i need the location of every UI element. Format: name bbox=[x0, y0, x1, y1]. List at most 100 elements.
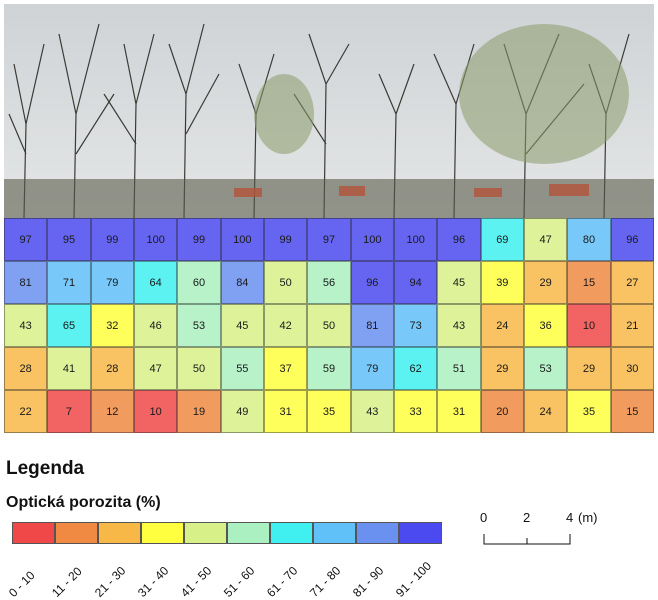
grid-cell: 27 bbox=[610, 261, 654, 304]
legend-subtitle: Optická porozita (%) bbox=[6, 494, 161, 511]
grid-cell: 43 bbox=[437, 304, 481, 347]
grid-cell: 32 bbox=[90, 304, 134, 347]
grid-cell: 100 bbox=[394, 218, 438, 261]
legend-swatch bbox=[399, 522, 442, 544]
scale-tick-0: 0 bbox=[480, 510, 488, 525]
grid-cell: 30 bbox=[610, 347, 654, 390]
grid-cell: 65 bbox=[47, 304, 91, 347]
grid-cell: 100 bbox=[134, 218, 178, 261]
grid-cell: 41 bbox=[47, 347, 91, 390]
legend-swatch bbox=[55, 522, 98, 544]
grid-cell: 46 bbox=[134, 304, 178, 347]
grid-cell: 59 bbox=[307, 347, 351, 390]
legend-label: 21 - 30 bbox=[92, 563, 129, 600]
legend-label: 91 - 100 bbox=[393, 558, 435, 600]
grid-cell: 35 bbox=[567, 390, 611, 433]
grid-cell: 35 bbox=[307, 390, 351, 433]
grid-cell: 50 bbox=[307, 304, 351, 347]
grid-cell: 73 bbox=[394, 304, 438, 347]
grid-cell: 97 bbox=[4, 218, 48, 261]
legend-swatch bbox=[227, 522, 270, 544]
legend-swatch bbox=[12, 522, 55, 544]
legend-swatch bbox=[313, 522, 356, 544]
grid-cell: 42 bbox=[264, 304, 308, 347]
grid-cell: 96 bbox=[437, 218, 481, 261]
grid-cell: 24 bbox=[480, 304, 524, 347]
grid-cell: 45 bbox=[437, 261, 481, 304]
grid-cell: 62 bbox=[394, 347, 438, 390]
grid-cell: 33 bbox=[394, 390, 438, 433]
scale-bar: 0 2 4 (m) bbox=[480, 510, 620, 550]
grid-cell: 37 bbox=[264, 347, 308, 390]
grid-cell: 60 bbox=[177, 261, 221, 304]
legend-label: 71 - 80 bbox=[307, 563, 344, 600]
grid-cell: 100 bbox=[220, 218, 264, 261]
grid-cell: 81 bbox=[350, 304, 394, 347]
grid-cell: 36 bbox=[524, 304, 568, 347]
grid-cell: 43 bbox=[350, 390, 394, 433]
grid-cell: 47 bbox=[524, 218, 568, 261]
grid-cell: 45 bbox=[220, 304, 264, 347]
grid-cell: 47 bbox=[134, 347, 178, 390]
legend-label: 31 - 40 bbox=[135, 563, 172, 600]
grid-cell: 22 bbox=[4, 390, 48, 433]
grid-cell: 79 bbox=[90, 261, 134, 304]
legend-title: Legenda bbox=[6, 458, 85, 479]
grid-cell: 53 bbox=[524, 347, 568, 390]
grid-cell: 29 bbox=[524, 261, 568, 304]
grid-cell: 10 bbox=[567, 304, 611, 347]
grid-cell: 19 bbox=[177, 390, 221, 433]
legend-label: 0 - 10 bbox=[6, 568, 38, 600]
grid-cell: 84 bbox=[220, 261, 264, 304]
grid-cell: 21 bbox=[610, 304, 654, 347]
grid-cell: 99 bbox=[264, 218, 308, 261]
porosity-grid: 97 95 99 100 99 100 99 97 100 100 96 69 47 80 96 81 71 79… bbox=[4, 218, 654, 433]
legend-swatch bbox=[270, 522, 313, 544]
grid-cell: 99 bbox=[177, 218, 221, 261]
grid-cell: 69 bbox=[480, 218, 524, 261]
grid-cell: 79 bbox=[350, 347, 394, 390]
grid-cell: 15 bbox=[567, 261, 611, 304]
legend-label: 11 - 20 bbox=[49, 564, 85, 600]
grid-cell: 56 bbox=[307, 261, 351, 304]
legend-label: 81 - 90 bbox=[350, 563, 387, 600]
scale-tick-2: 2 bbox=[523, 510, 531, 525]
grid-cell: 100 bbox=[350, 218, 394, 261]
grid-cell: 99 bbox=[90, 218, 134, 261]
grid-cell: 50 bbox=[177, 347, 221, 390]
grid-cell: 55 bbox=[220, 347, 264, 390]
legend-label: 61 - 70 bbox=[264, 563, 301, 600]
grid-cell: 97 bbox=[307, 218, 351, 261]
grid-cell: 31 bbox=[264, 390, 308, 433]
grid-cell: 29 bbox=[567, 347, 611, 390]
legend-swatch bbox=[141, 522, 184, 544]
grid-cell: 51 bbox=[437, 347, 481, 390]
grid-cell: 80 bbox=[567, 218, 611, 261]
grid-cell: 10 bbox=[134, 390, 178, 433]
grid-cell: 96 bbox=[350, 261, 394, 304]
tree-row-photo bbox=[4, 4, 654, 219]
legend-swatch bbox=[184, 522, 227, 544]
grid-cell: 28 bbox=[4, 347, 48, 390]
grid-cell: 49 bbox=[220, 390, 264, 433]
grid-cell: 24 bbox=[524, 390, 568, 433]
grid-cell: 28 bbox=[90, 347, 134, 390]
grid-cell: 64 bbox=[134, 261, 178, 304]
grid-cell: 15 bbox=[610, 390, 654, 433]
legend-label: 41 - 50 bbox=[178, 563, 215, 600]
grid-cell: 94 bbox=[394, 261, 438, 304]
scale-unit: (m) bbox=[578, 510, 598, 525]
grid-cell: 20 bbox=[480, 390, 524, 433]
grid-cell: 95 bbox=[47, 218, 91, 261]
grid-cell: 31 bbox=[437, 390, 481, 433]
grid-cell: 53 bbox=[177, 304, 221, 347]
grid-cell: 39 bbox=[480, 261, 524, 304]
grid-cell: 43 bbox=[4, 304, 48, 347]
legend-label: 51 - 60 bbox=[221, 563, 258, 600]
scale-tick-4: 4 bbox=[566, 510, 574, 525]
scale-bar-line bbox=[483, 534, 571, 545]
grid-cell: 81 bbox=[4, 261, 48, 304]
legend-swatch bbox=[98, 522, 141, 544]
grid-cell: 50 bbox=[264, 261, 308, 304]
grid-cell: 96 bbox=[610, 218, 654, 261]
